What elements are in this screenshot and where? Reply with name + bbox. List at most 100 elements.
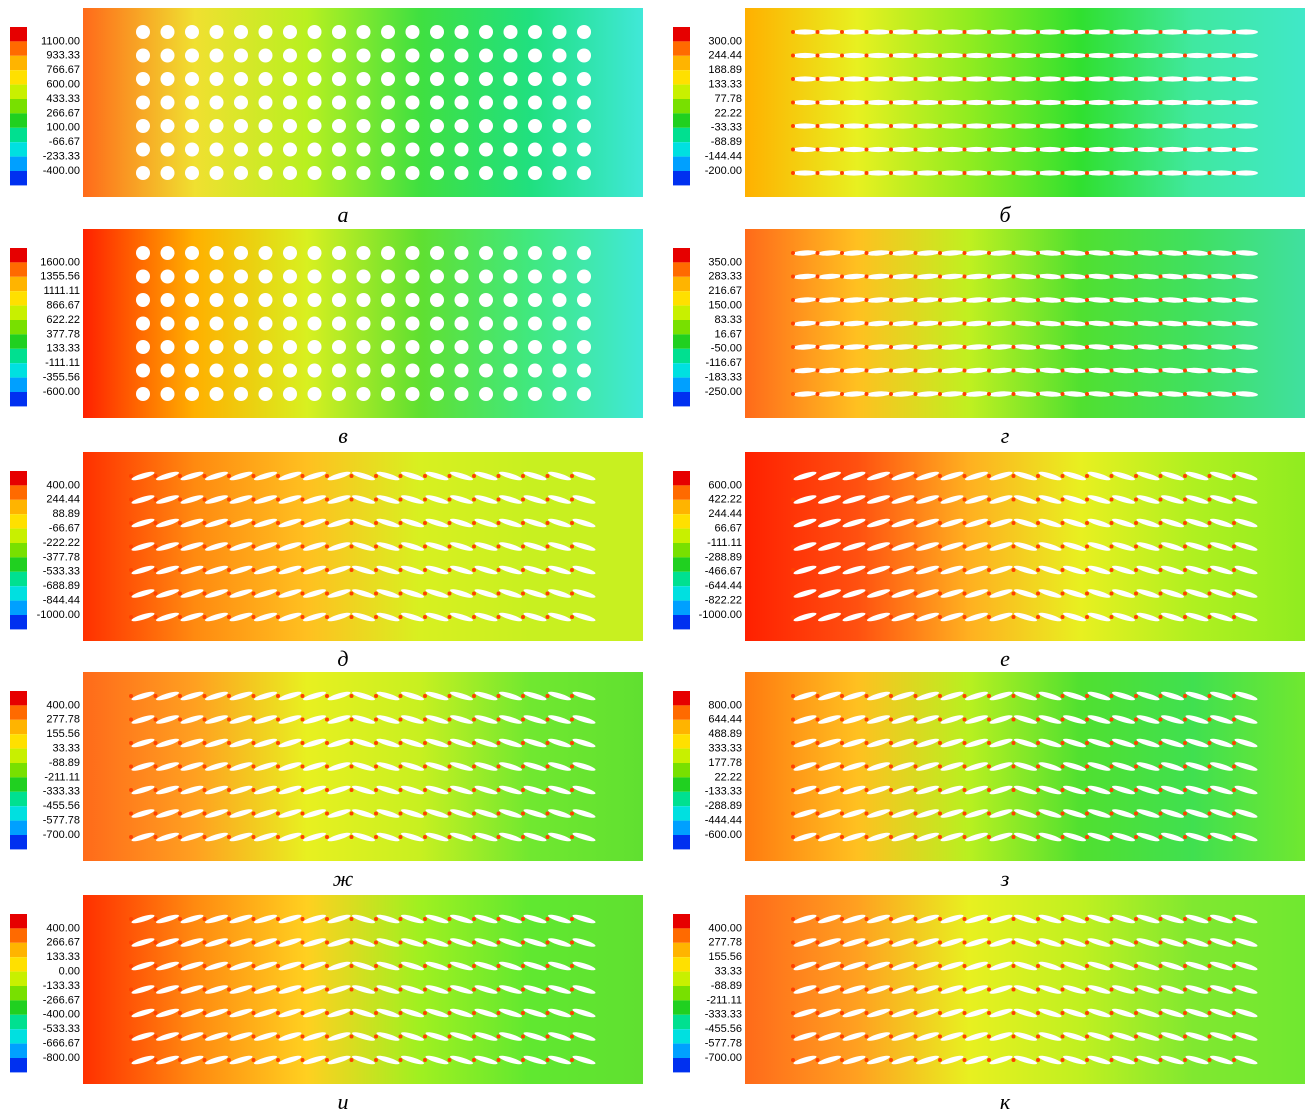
- obstacle: [351, 715, 376, 724]
- fin-tip: [1085, 321, 1089, 326]
- obstacle: [1013, 691, 1038, 701]
- fin-tip: [913, 917, 918, 921]
- fin-tip: [129, 521, 133, 525]
- obstacle: [1185, 1055, 1209, 1065]
- fin-tip: [153, 591, 158, 596]
- obstacle: [915, 52, 940, 59]
- fin-tip: [472, 917, 476, 921]
- obstacle: [1062, 938, 1087, 947]
- obstacle: [866, 691, 891, 701]
- legend-label: -288.89: [705, 551, 742, 563]
- fin-tip: [153, 717, 158, 722]
- legend-swatch: [10, 485, 27, 500]
- obstacle: [817, 146, 842, 153]
- obstacle: [381, 48, 395, 63]
- fin-tip: [962, 987, 967, 992]
- fin-tip: [938, 251, 942, 255]
- obstacle: [449, 542, 474, 551]
- fin-tip: [496, 1058, 501, 1062]
- fin-tip: [1060, 298, 1065, 302]
- obstacle: [229, 938, 253, 947]
- obstacle: [1013, 914, 1038, 924]
- obstacle: [1136, 99, 1160, 106]
- fin-tip: [325, 1011, 329, 1015]
- obstacle: [817, 391, 842, 397]
- obstacle: [278, 785, 302, 795]
- legend-label: 66.67: [714, 523, 742, 535]
- obstacle: [136, 72, 150, 86]
- fin-tip: [815, 345, 820, 349]
- obstacle: [283, 25, 297, 39]
- obstacle: [547, 471, 572, 481]
- fin-tip: [1036, 1058, 1040, 1062]
- fin-tip: [1011, 368, 1016, 373]
- obstacle: [278, 914, 302, 924]
- legend-label: 800.00: [708, 699, 742, 711]
- fin-tip: [938, 764, 942, 769]
- fin-tip: [1134, 544, 1138, 549]
- fin-tip: [1232, 1034, 1236, 1039]
- fin-tip: [423, 615, 427, 619]
- obstacle: [283, 166, 297, 180]
- fin-tip: [1036, 345, 1040, 349]
- obstacle: [989, 99, 1013, 106]
- obstacle: [891, 76, 915, 82]
- fin-tip: [472, 811, 476, 816]
- fin-tip: [276, 987, 280, 992]
- fin-tip: [938, 298, 942, 302]
- obstacle: [1185, 589, 1209, 598]
- fin-tip: [398, 940, 403, 945]
- obstacle: [572, 495, 596, 504]
- obstacle: [989, 320, 1013, 327]
- obstacle: [160, 316, 175, 331]
- fin-tip: [496, 521, 501, 525]
- fin-tip: [864, 835, 869, 839]
- obstacle: [940, 565, 964, 575]
- fin-tip: [202, 964, 207, 968]
- legend-swatch: [673, 719, 690, 735]
- legend-swatch: [10, 334, 27, 349]
- obstacle: [425, 985, 449, 994]
- obstacle: [1209, 273, 1234, 280]
- legend-swatch: [673, 571, 690, 587]
- obstacle: [204, 715, 229, 724]
- fin-tip: [153, 1058, 158, 1062]
- obstacle: [351, 542, 376, 551]
- fin-tip: [1158, 53, 1163, 58]
- obstacle: [498, 1008, 523, 1018]
- legend-label: -644.44: [705, 580, 742, 592]
- legend-label: 1100.00: [41, 35, 80, 47]
- obstacle: [307, 387, 322, 401]
- obstacle: [891, 344, 915, 350]
- fin-tip: [791, 964, 795, 968]
- obstacle: [302, 612, 327, 622]
- obstacle: [1234, 1055, 1258, 1065]
- fin-tip: [840, 917, 844, 921]
- obstacle: [253, 612, 278, 622]
- obstacle: [381, 142, 395, 157]
- legend-label: -88.89: [49, 757, 80, 769]
- fin-tip: [791, 1058, 795, 1062]
- obstacle: [449, 495, 474, 504]
- obstacle: [327, 914, 351, 924]
- fin-tip: [472, 591, 476, 596]
- fin-tip: [1207, 124, 1212, 128]
- fin-tip: [178, 717, 182, 722]
- fin-tip: [1207, 251, 1212, 255]
- obstacle: [866, 391, 891, 397]
- fin-tip: [1134, 694, 1138, 698]
- fin-tip: [840, 1034, 844, 1039]
- obstacle: [964, 738, 989, 748]
- fin-tip: [1134, 788, 1138, 792]
- obstacle: [1209, 938, 1234, 947]
- fin-tip: [1036, 53, 1040, 58]
- fin-tip: [913, 788, 918, 792]
- fin-tip: [1060, 53, 1065, 58]
- obstacle: [1160, 914, 1185, 924]
- obstacle: [131, 471, 155, 481]
- legend-label: 1355.56: [40, 271, 80, 283]
- obstacle: [915, 1008, 940, 1018]
- legend-swatch: [10, 691, 27, 706]
- obstacle: [229, 565, 253, 575]
- obstacle: [1111, 29, 1136, 35]
